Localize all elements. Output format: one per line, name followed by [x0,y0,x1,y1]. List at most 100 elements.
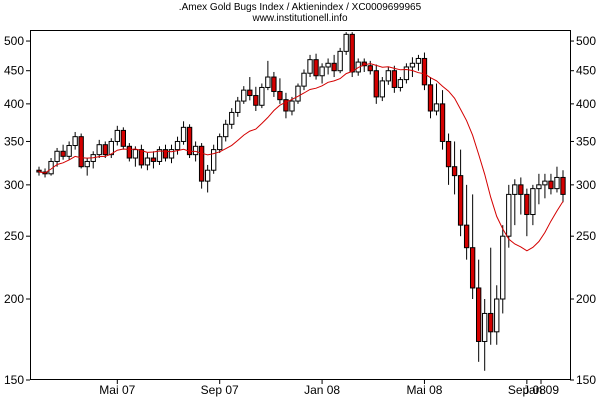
candle-body [313,59,319,77]
y-tick-label-right: 200 [576,292,596,306]
candle-body [301,72,307,87]
candle-body [391,70,398,88]
candle-body [494,298,500,333]
candle-body [548,180,554,190]
candle-body [204,169,211,182]
candle-body [66,145,72,157]
y-tick-label-right: 250 [576,229,596,243]
candle-body [132,149,139,159]
x-tick-label: Sep 07 [201,383,239,397]
candle-body [379,80,385,98]
candle-body [560,176,566,195]
candle-body [463,224,470,249]
candle-body [102,144,108,156]
candle-body [247,89,253,97]
candle-body [530,188,536,216]
candle-body [84,160,90,168]
candle-body [162,149,169,159]
candle-body [295,85,301,102]
x-tick-label: Jan 08 [304,383,340,397]
plot-frame [30,30,571,380]
candle-body [343,33,349,52]
candle-body [427,84,434,112]
candle-body [168,149,175,159]
candle-body [451,166,458,177]
candle-body [500,235,506,300]
candle-body [78,136,84,168]
candle-body [114,129,120,142]
y-tick-label-left: 250 [4,229,24,243]
candle-body [403,66,410,81]
candle-body [409,62,416,68]
candle-body [253,95,259,106]
y-tick-label-right: 400 [576,97,596,111]
candle-body [536,184,542,190]
candle-body [512,184,518,195]
moving-average-line [38,63,564,252]
candle-body [289,100,295,112]
candlestick-series [36,32,566,371]
candle-body [259,86,265,106]
candle-body [445,140,452,168]
candle-body [433,103,440,112]
candle-body [488,312,494,333]
candle-body [54,150,60,162]
candle-body [235,100,241,113]
x-tick-label: Mai 07 [99,383,135,397]
candle-body [542,180,548,186]
candle-body [96,144,102,156]
candle-body [271,76,277,92]
candle-body [415,57,422,64]
y-tick-label-right: 300 [576,178,596,192]
candle-body [482,312,488,342]
candle-body [476,287,482,342]
candle-body [211,149,217,171]
y-tick-label-left: 200 [4,292,24,306]
y-tick-label-right: 150 [576,373,596,387]
candle-body [367,65,373,72]
candle-body [265,76,271,88]
candle-body [421,57,428,86]
x-tick-label: Jan 09 [523,383,559,397]
y-tick-label-left: 300 [4,178,24,192]
chart-subtitle: www.institutionell.info [251,13,347,24]
candle-body [186,126,193,156]
candle-body [192,145,199,156]
candle-body [524,193,530,216]
y-tick-label-left: 500 [4,34,24,48]
candle-body [138,149,145,166]
candle-body [126,145,133,159]
y-axis-left: 150 200 250 300 350 400 450 500 [4,34,30,387]
candle-body [307,59,313,74]
candle-body [174,140,181,151]
candle-body [506,193,512,237]
candle-body [337,50,343,72]
candle-body [180,126,187,142]
candle-body [60,150,66,157]
y-tick-label-right: 350 [576,134,596,148]
y-tick-label-left: 150 [4,373,24,387]
candle-body [518,184,524,195]
candle-body [144,157,151,166]
y-tick-label-right: 500 [576,34,596,48]
candle-body [554,176,560,190]
y-tick-label-left: 400 [4,97,24,111]
candle-body [241,89,247,102]
candle-body [150,157,157,162]
candle-body [385,70,391,82]
candle-body [283,99,289,112]
candle-body [457,175,464,226]
candle-body [277,90,283,101]
x-tick-label: Sep 08 [508,383,546,397]
candle-body [217,136,223,151]
candle-body [108,140,114,156]
candle-body [198,145,205,182]
candle-body [397,79,404,88]
candle-body [349,33,355,73]
y-tick-label-left: 350 [4,134,24,148]
y-tick-label-left: 450 [4,64,24,78]
candle-body [229,111,235,125]
